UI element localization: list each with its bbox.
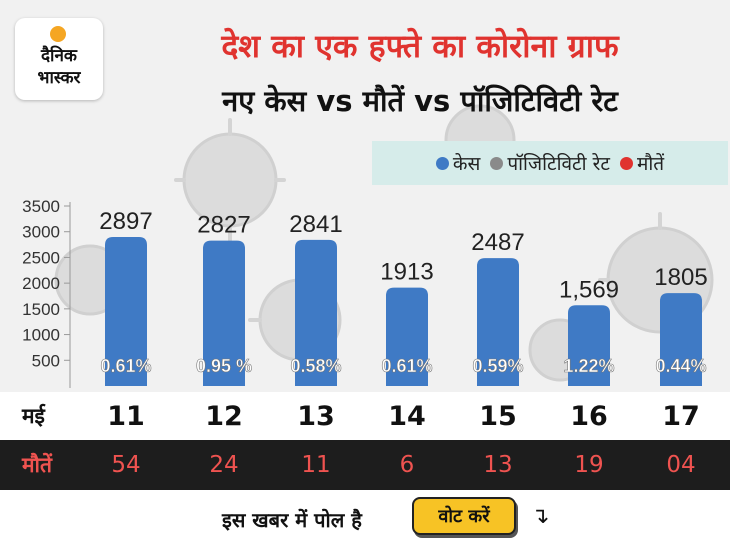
chart-legend: केस पॉजिटिविटी रेट मौतें: [372, 141, 728, 185]
sun-logo-icon: [50, 26, 66, 42]
deaths-cell: 6: [399, 452, 415, 478]
chart-subtitle: नए केस vs मौतें vs पॉजिटिविटी रेट: [222, 84, 618, 118]
bar-chart: 500 1000 1500 2000 2500 3000 3500 2897 0.61% 2827…: [22, 197, 708, 388]
logo-line-1: दैनिक: [41, 46, 77, 66]
y-tick-label: 2500: [22, 248, 60, 267]
y-tick-label: 1000: [22, 326, 60, 345]
legend-label-cases: केस: [452, 153, 481, 175]
y-tick-label: 500: [32, 351, 60, 370]
date-cell: 17: [662, 400, 700, 432]
date-cell: 14: [388, 400, 426, 432]
positivity-rate-label: 0.61%: [100, 356, 151, 376]
deaths-cell: 04: [666, 452, 696, 478]
bar-cases: [386, 287, 428, 386]
bar-value-label: 1913: [380, 259, 433, 286]
legend-dot-positivity: [490, 156, 504, 170]
legend-label-positivity: पॉजिटिविटी रेट: [507, 153, 610, 175]
legend-dot-cases: [435, 156, 449, 170]
date-cell: 13: [297, 400, 335, 432]
positivity-rate-label: 0.95 %: [196, 356, 252, 376]
legend-item-cases: केस: [435, 150, 481, 176]
positivity-rate-label: 0.44%: [655, 356, 706, 376]
y-tick-label: 3000: [22, 223, 60, 242]
logo-line-2: भास्कर: [37, 68, 81, 88]
legend-item-deaths: मौतें: [619, 150, 665, 176]
dates-row: मई 11 12 13 14 15 16 17: [0, 392, 730, 440]
dainik-bhaskar-logo: दैनिक भास्कर: [15, 18, 103, 100]
bar-value-label: 1805: [654, 264, 707, 291]
date-cell: 16: [570, 400, 608, 432]
deaths-cell: 19: [574, 452, 604, 478]
positivity-rate-label: 0.59%: [472, 356, 523, 376]
deaths-cell: 24: [209, 452, 239, 478]
poll-text: इस खबर में पोल है: [222, 507, 362, 532]
bar-value-label: 2841: [289, 211, 342, 238]
bar-value-label: 1,569: [559, 276, 619, 303]
deaths-row: मौतें 54 24 11 6 13 19 04: [0, 440, 730, 490]
bar-cases: [295, 239, 337, 386]
date-cell: 12: [205, 400, 243, 432]
poll-bar: इस खबर में पोल है वोट करें ↴: [0, 490, 730, 548]
positivity-rate-label: 1.22%: [563, 356, 614, 376]
y-tick-label: 1500: [22, 300, 60, 319]
positivity-rate-label: 0.58%: [290, 356, 341, 376]
bar-cases: [568, 305, 610, 386]
deaths-row-label: मौतें: [22, 453, 52, 477]
deaths-cell: 54: [111, 452, 141, 478]
legend-dot-deaths: [619, 156, 633, 170]
bar-cases: [203, 240, 245, 386]
bar-cases: [660, 293, 702, 386]
legend-item-positivity: पॉजिटिविटी रेट: [490, 150, 610, 176]
arrow-down-right-icon: ↴: [531, 504, 550, 529]
y-tick-label: 2000: [22, 274, 60, 293]
chart-title: देश का एक हफ्ते का कोरोना ग्राफ: [221, 27, 619, 65]
bar-value-label: 2827: [197, 212, 250, 239]
dates-row-label: मई: [22, 404, 45, 428]
deaths-cell: 13: [483, 452, 513, 478]
positivity-rate-label: 0.61%: [381, 356, 432, 376]
deaths-cell: 11: [301, 452, 331, 478]
bar-value-label: 2897: [99, 208, 152, 235]
legend-label-deaths: मौतें: [636, 153, 665, 175]
bar-cases: [477, 258, 519, 386]
date-cell: 11: [107, 400, 145, 432]
bar-value-label: 2487: [471, 229, 524, 256]
vote-button[interactable]: वोट करें: [412, 497, 516, 535]
date-cell: 15: [479, 400, 517, 432]
y-tick-label: 3500: [22, 197, 60, 216]
bar-cases: [105, 237, 147, 386]
